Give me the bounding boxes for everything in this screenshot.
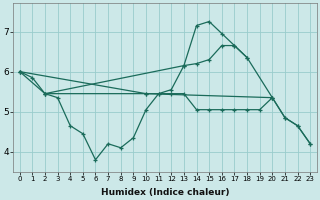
X-axis label: Humidex (Indice chaleur): Humidex (Indice chaleur) (101, 188, 229, 197)
